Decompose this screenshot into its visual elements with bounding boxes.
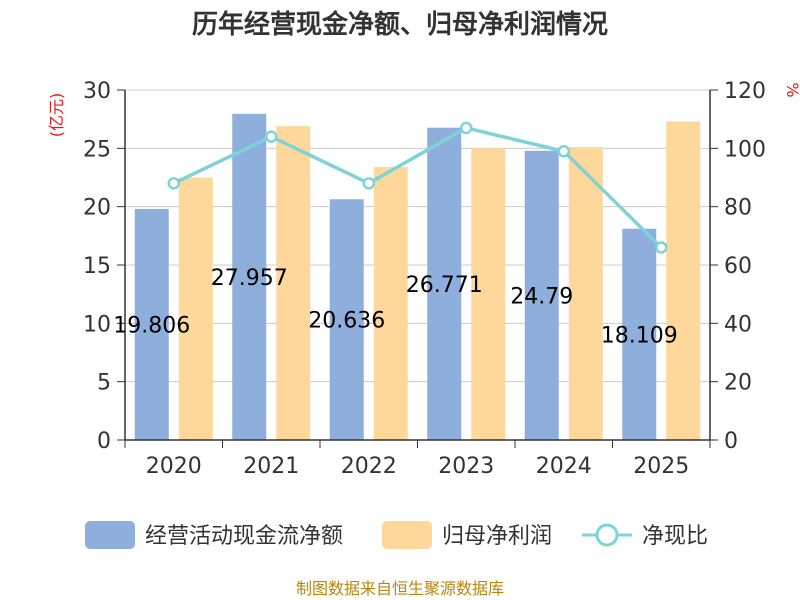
- bar-data-label: 27.957: [211, 266, 288, 291]
- ratio-line-path: [172, 126, 663, 249]
- right-axis-tick-label: 20: [724, 371, 752, 396]
- right-axis-tick-label: 60: [724, 254, 752, 279]
- gridlines: [125, 89, 710, 383]
- left-axis-unit: (亿元): [47, 93, 66, 138]
- x-axis-tick-label: 2023: [438, 454, 494, 479]
- legend-label-ratio: 净现比: [642, 524, 708, 549]
- x-axis-tick-label: 2020: [146, 454, 202, 479]
- right-axis-unit: %: [783, 82, 800, 97]
- bar-net-profit: [471, 148, 506, 441]
- ratio-point: [460, 121, 473, 135]
- bar-cashflow: [427, 127, 462, 441]
- bar-cashflow: [232, 113, 267, 441]
- ratio-point: [655, 241, 668, 254]
- x-axis-tick-label: 2024: [536, 454, 592, 479]
- bar-labels: 19.806 27.957 20.636 26.771 24.79 18.109: [113, 266, 677, 348]
- bar-net-profit: [276, 126, 311, 441]
- bar-data-label: 20.636: [308, 309, 385, 334]
- bar-net-profit: [373, 167, 408, 440]
- ratio-point: [265, 130, 278, 143]
- ratio-line: [167, 121, 668, 254]
- left-axis-tick-label: 20: [83, 196, 111, 221]
- right-axis-tick-label: 40: [724, 312, 752, 337]
- bar-data-label: 19.806: [113, 313, 190, 338]
- left-axis-tick-label: 0: [97, 429, 111, 454]
- x-axis-tick-label: 2022: [341, 454, 397, 479]
- bar-data-label: 26.771: [406, 273, 483, 298]
- legend-swatch-cashflow: [85, 521, 135, 549]
- bar-cashflow: [329, 199, 364, 440]
- legend-marker-ratio: [595, 523, 619, 547]
- bars: [134, 113, 701, 441]
- source-note: 制图数据来自恒生聚源数据库: [296, 579, 504, 598]
- left-axis-tick-label: 30: [83, 79, 111, 104]
- right-axis-tick-label: 80: [724, 196, 752, 221]
- left-axis-tick-label: 10: [83, 312, 111, 337]
- chart-title: 历年经营现金净额、归母净利润情况: [192, 9, 608, 40]
- right-axis-tick-label: 120: [724, 79, 766, 104]
- bar-net-profit: [666, 121, 701, 440]
- x-axis-tick-label: 2025: [633, 454, 689, 479]
- bar-cashflow: [134, 208, 169, 440]
- left-axis-tick-label: 25: [83, 137, 111, 162]
- right-axis-tick-label: 100: [724, 137, 766, 162]
- ratio-point: [557, 145, 570, 158]
- bar-data-label: 18.109: [601, 323, 678, 348]
- bar-cashflow: [524, 150, 559, 441]
- left-axis-tick-label: 5: [97, 371, 111, 396]
- legend-swatch-net-profit: [382, 521, 432, 549]
- bar-net-profit: [568, 147, 603, 440]
- ratio-point: [362, 177, 375, 190]
- bar-net-profit: [178, 177, 213, 440]
- legend-label-net-profit: 归母净利润: [442, 524, 552, 549]
- legend-label-cashflow: 经营活动现金流净额: [145, 524, 343, 549]
- ratio-point: [167, 177, 180, 190]
- legend: 经营活动现金流净额 归母净利润 净现比: [85, 521, 708, 549]
- bar-data-label: 24.79: [510, 284, 573, 309]
- x-axis-tick-label: 2021: [243, 454, 299, 479]
- bar-cashflow: [622, 228, 657, 440]
- left-axis-tick-label: 15: [83, 254, 111, 279]
- right-axis-tick-label: 0: [724, 429, 738, 454]
